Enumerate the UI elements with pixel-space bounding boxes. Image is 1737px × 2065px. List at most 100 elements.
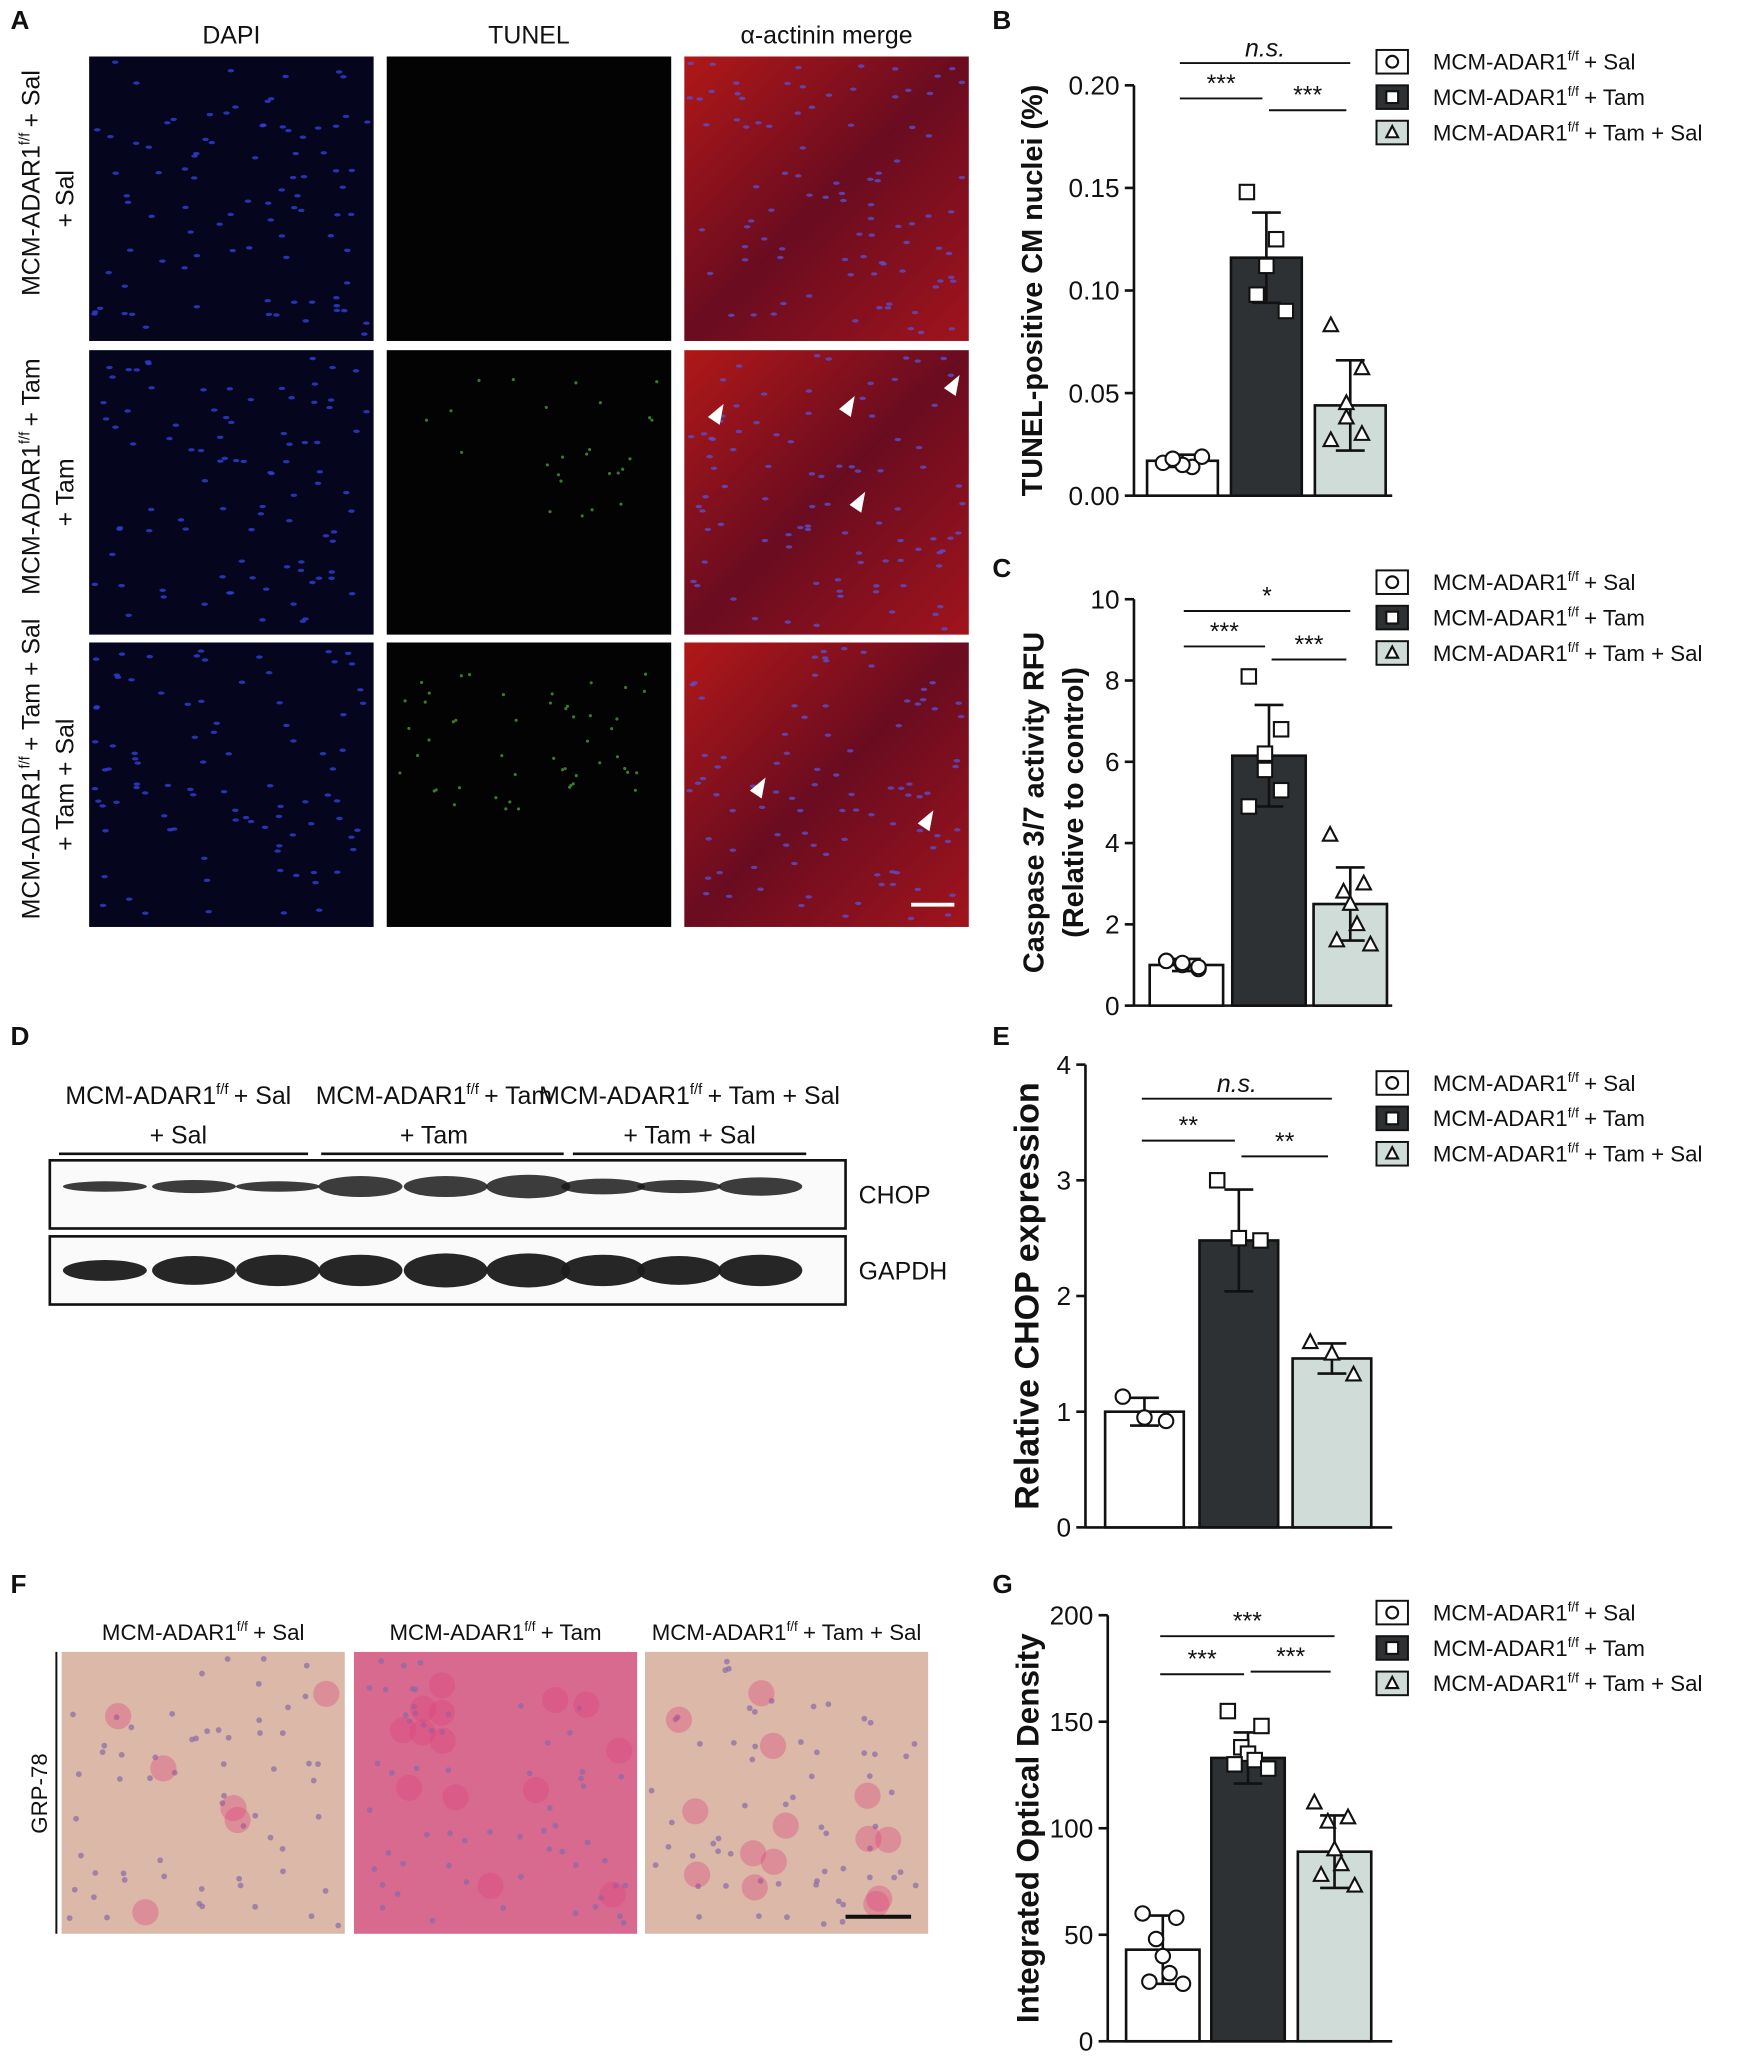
nucleus: [874, 178, 881, 183]
nucleus: [735, 429, 743, 434]
nucleus: [101, 874, 108, 879]
nucleus: [762, 497, 769, 501]
nucleus: [327, 234, 335, 238]
nucleus: [701, 753, 709, 758]
nucleus: [733, 118, 741, 122]
nucleus: [264, 201, 272, 205]
nucleus: [931, 707, 939, 711]
ihc-nucleus: [749, 1756, 756, 1763]
nucleus: [225, 752, 233, 756]
nucleus: [314, 481, 322, 486]
ihc-nucleus: [420, 1721, 427, 1728]
tunel-signal: [574, 774, 578, 778]
significance-label: ***: [1207, 70, 1236, 98]
nucleus: [148, 386, 155, 390]
legend-label-sup: f/f: [1568, 84, 1579, 99]
point: [1327, 930, 1346, 948]
blot-group-suffix: + Tam + Sal: [708, 1082, 840, 1110]
nucleus: [794, 111, 802, 115]
ihc-nucleus: [724, 1658, 730, 1665]
blot-band: [637, 1179, 722, 1194]
point: [1267, 230, 1285, 248]
nucleus: [134, 761, 142, 765]
legend-label-suffix: + Tam + Sal: [1584, 120, 1702, 145]
ihc-nucleus: [715, 1835, 722, 1842]
ihc-nucleus: [790, 1794, 796, 1801]
nucleus: [805, 294, 813, 298]
nucleus: [334, 213, 341, 217]
ihc-nucleus: [526, 1770, 533, 1777]
blot-band: [152, 1179, 236, 1194]
nucleus: [314, 126, 322, 130]
nucleus: [332, 169, 340, 173]
nucleus: [937, 279, 944, 283]
nucleus: [187, 230, 194, 234]
legend-label: MCM-ADAR1f/f + Tam + Sal: [1433, 1670, 1703, 1696]
nucleus: [328, 570, 336, 574]
nucleus: [867, 202, 875, 207]
row-label: MCM-ADAR1f/f + Tam + Sal: [16, 619, 45, 920]
nucleus: [838, 191, 846, 196]
ihc-nucleus: [775, 1880, 782, 1887]
ihc-stain: [428, 1672, 455, 1699]
point: [1157, 1412, 1175, 1430]
nucleus: [259, 504, 266, 509]
nucleus: [126, 248, 134, 252]
nucleus: [160, 814, 168, 818]
ihc-nucleus: [592, 1903, 599, 1910]
nucleus: [897, 558, 904, 563]
point: [1322, 1343, 1341, 1361]
blot-band: [235, 1181, 320, 1192]
nucleus: [160, 595, 168, 599]
ihc-nucleus: [756, 1913, 762, 1920]
nucleus: [720, 755, 727, 760]
nucleus: [232, 808, 239, 812]
column-header: TUNEL: [488, 21, 570, 49]
nucleus: [182, 527, 190, 531]
legend-label-suffix: + Tam: [1584, 85, 1645, 110]
ihc-nucleus: [394, 1891, 401, 1898]
point: [1161, 1964, 1178, 1982]
nucleus: [316, 470, 324, 474]
ihc-nucleus: [303, 1662, 310, 1669]
blot-group-suffix: + Tam: [484, 1082, 552, 1110]
ihc-nucleus: [306, 1760, 312, 1767]
nucleus: [311, 400, 318, 405]
nucleus: [894, 437, 902, 442]
ihc-stain: [389, 1717, 417, 1744]
nucleus: [118, 652, 126, 656]
nucleus: [312, 880, 319, 885]
ihc-nucleus: [839, 1918, 846, 1925]
ihc-stain: [665, 1706, 693, 1733]
ihc-nucleus: [199, 1670, 205, 1677]
ihc-nucleus: [540, 1827, 547, 1834]
nucleus: [813, 623, 820, 627]
significance-label: ***: [1188, 1646, 1217, 1674]
nucleus: [911, 310, 919, 315]
blot-band: [718, 1254, 803, 1287]
legend-label-base: MCM-ADAR1: [1433, 1636, 1568, 1661]
ihc-nucleus: [271, 1766, 277, 1772]
nucleus: [193, 654, 201, 658]
nucleus: [698, 228, 706, 232]
nucleus: [170, 117, 177, 122]
nucleus: [929, 681, 936, 685]
ihc-nucleus: [382, 1686, 389, 1693]
panel-letter: C: [992, 553, 1011, 583]
nucleus: [840, 646, 848, 651]
ihc-stain: [854, 1782, 881, 1809]
nucleus: [191, 154, 198, 158]
nucleus: [796, 808, 804, 813]
ihc-nucleus: [723, 1883, 729, 1889]
nucleus: [123, 194, 131, 198]
nucleus: [875, 171, 883, 175]
nucleus: [277, 804, 284, 809]
nucleus: [331, 660, 338, 664]
point: [1256, 745, 1274, 762]
blot-group-line2: + Tam + Sal: [623, 1121, 755, 1149]
nucleus: [902, 356, 910, 360]
ihc-nucleus: [866, 1874, 873, 1881]
legend-label-suffix: + Tam: [1584, 605, 1645, 630]
ihc-nucleus: [71, 1886, 78, 1893]
nucleus: [348, 509, 355, 513]
